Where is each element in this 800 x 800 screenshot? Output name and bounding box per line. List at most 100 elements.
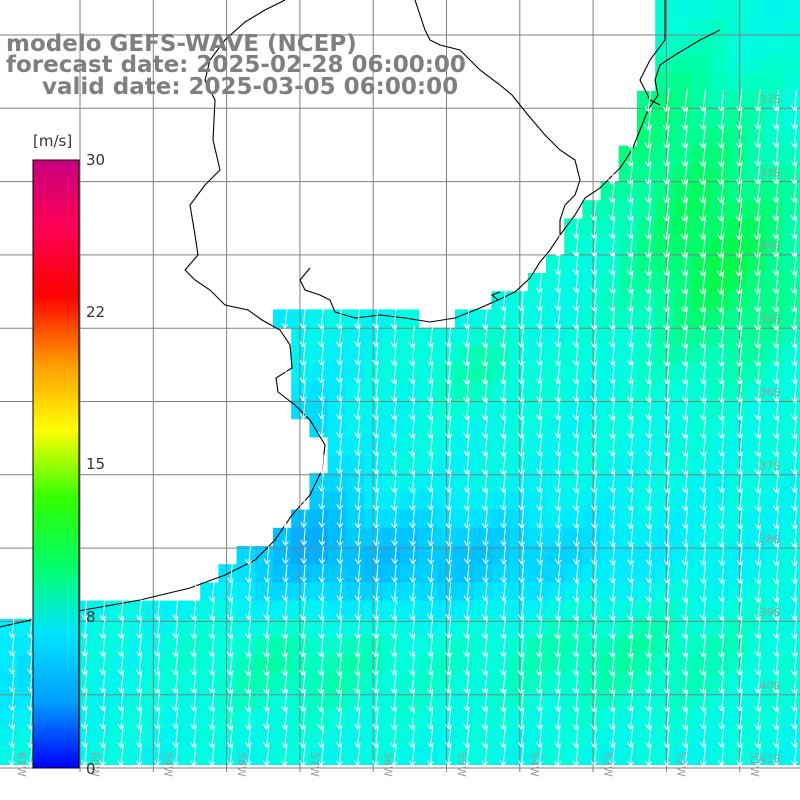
wind-arrow: [590, 362, 598, 384]
wind-arrow: [590, 689, 598, 712]
wind-cell: [728, 655, 747, 674]
wind-cell: [709, 0, 729, 19]
wind-cell: [746, 527, 765, 547]
wind-arrow: [754, 508, 762, 529]
wind-cell: [728, 291, 747, 310]
wind-arrow: [717, 690, 725, 712]
wind-cell: [637, 218, 656, 238]
wind-cell: [109, 655, 128, 674]
wind-arrow: [699, 435, 707, 457]
wind-cell: [418, 564, 438, 583]
wind-cell: [637, 418, 656, 438]
wind-cell: [637, 400, 656, 420]
wind-cell: [345, 746, 365, 765]
wind-cell: [618, 400, 638, 420]
wind-cell: [746, 400, 765, 420]
wind-arrow: [408, 671, 416, 694]
wind-arrow: [499, 307, 507, 330]
wind-arrow: [463, 653, 470, 676]
lon-label: 58W: [235, 752, 248, 777]
wind-cell: [546, 455, 565, 474]
wind-arrow: [208, 671, 216, 694]
wind-cell: [345, 618, 365, 638]
wind-cell: [509, 400, 529, 420]
wind-arrow: [335, 308, 343, 329]
wind-cell: [728, 527, 747, 547]
wind-cell: [455, 436, 474, 456]
wind-cell: [309, 582, 329, 602]
wind-arrow: [463, 490, 471, 511]
wind-cell: [618, 509, 638, 529]
wind-cell: [254, 564, 274, 583]
wind-cell: [655, 491, 674, 511]
wind-arrow: [153, 653, 161, 675]
wind-arrow: [499, 325, 507, 348]
wind-cell: [527, 728, 547, 747]
wind-cell: [655, 145, 674, 165]
wind-cell: [728, 509, 747, 529]
wind-cell: [309, 382, 329, 401]
wind-cell: [236, 600, 256, 620]
wind-cell: [455, 600, 474, 620]
wind-cell: [691, 655, 711, 674]
wind-cell: [746, 36, 765, 56]
wind-arrow: [554, 527, 562, 547]
wind-arrow: [717, 744, 725, 766]
wind-cell: [254, 709, 274, 729]
wind-cell: [600, 564, 620, 583]
wind-arrow: [663, 653, 671, 676]
wind-arrow: [790, 435, 798, 457]
wind-arrow: [408, 599, 416, 620]
wind-cell: [18, 709, 37, 729]
wind-arrow: [299, 744, 307, 766]
wind-cell: [764, 382, 784, 401]
wind-cell: [527, 418, 547, 438]
wind-cell: [673, 491, 693, 511]
wind-cell: [400, 418, 420, 438]
wind-cell: [746, 109, 765, 128]
wind-cell: [618, 728, 638, 747]
wind-cell: [655, 418, 674, 438]
wind-cell: [527, 691, 547, 711]
wind-cell: [127, 709, 147, 729]
wind-arrow: [772, 599, 780, 621]
wind-cell: [764, 36, 784, 56]
wind-arrow: [681, 435, 689, 457]
wind-cell: [782, 91, 800, 110]
wind-cell: [618, 345, 638, 365]
wind-arrow: [590, 617, 598, 639]
wind-arrow: [627, 435, 634, 457]
wind-arrow: [390, 344, 398, 366]
wind-arrow: [772, 453, 780, 475]
wind-arrow: [517, 289, 525, 311]
wind-arrow: [463, 726, 471, 748]
wind-arrow: [554, 308, 562, 329]
wind-arrow: [226, 671, 234, 694]
wind-arrow: [572, 527, 580, 547]
wind-cell: [527, 327, 547, 347]
wind-cell: [327, 655, 347, 674]
wind-cell: [764, 509, 784, 529]
wind-arrow: [263, 726, 270, 748]
valid-date: valid date: 2025-03-05 06:00:00: [42, 74, 459, 100]
wind-cell: [709, 436, 729, 456]
wind-arrow: [681, 380, 689, 402]
wind-arrow: [372, 564, 380, 583]
wind-cell: [600, 655, 620, 674]
wind-cell: [673, 345, 693, 365]
wind-cell: [455, 418, 474, 438]
wind-cell: [546, 309, 565, 329]
wind-cell: [582, 564, 602, 583]
wind-arrow: [408, 653, 416, 676]
wind-cell: [764, 309, 784, 329]
wind-cell: [582, 455, 602, 474]
wind-cell: [655, 509, 674, 529]
wind-cell: [582, 473, 602, 492]
wind-arrow: [336, 363, 343, 384]
wind-arrow: [245, 563, 253, 583]
wind-arrow: [390, 490, 398, 511]
wind-cell: [527, 473, 547, 492]
wind-arrow: [772, 671, 780, 694]
wind-arrow: [372, 599, 380, 620]
wind-arrow: [463, 546, 471, 564]
